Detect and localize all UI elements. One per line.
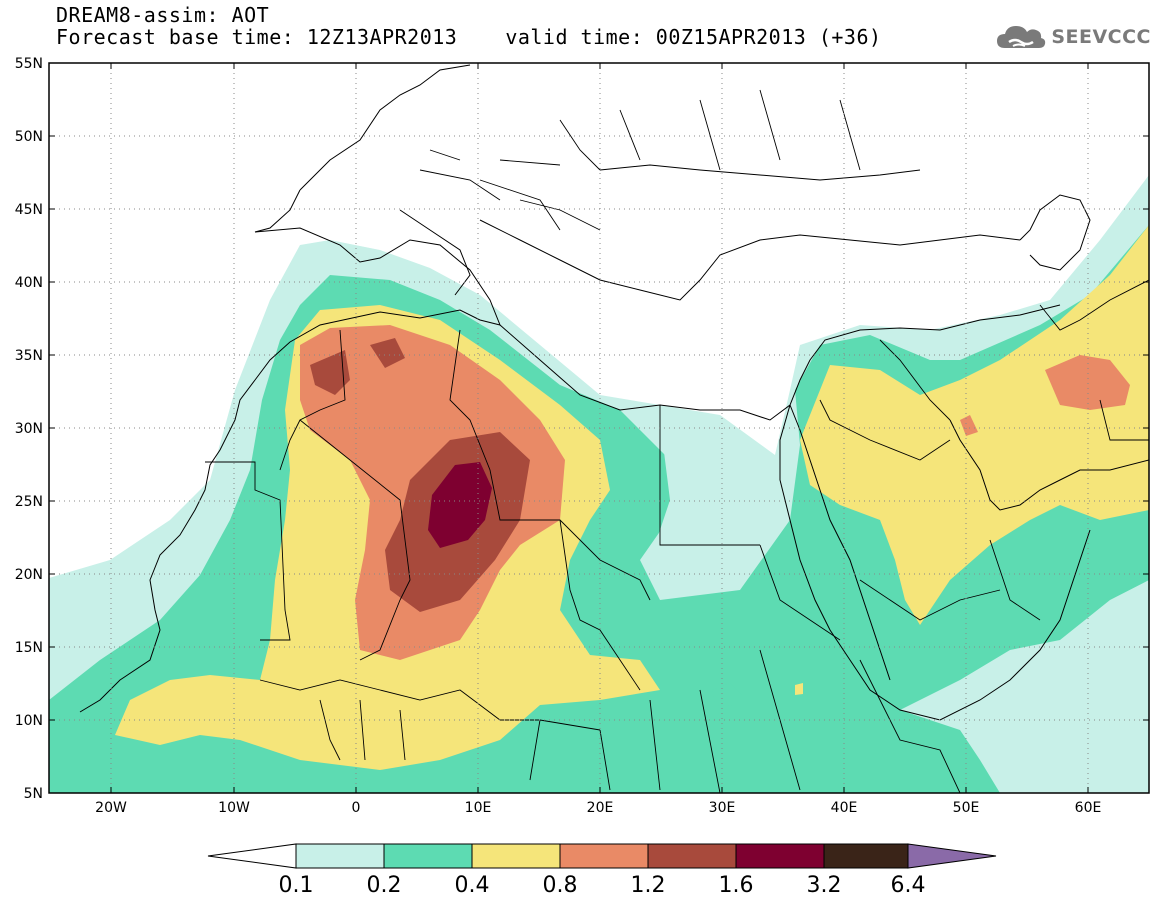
lat-label: 50N [15, 129, 43, 145]
colorbar-label: 1.6 [719, 873, 754, 898]
lat-label: 40N [15, 275, 43, 291]
aot-contour-field [49, 175, 1149, 793]
colorbar-swatch [383, 843, 473, 869]
valid-time: valid time: 00Z15APR2013 (+36) [505, 25, 882, 49]
lon-label: 10W [218, 800, 250, 816]
colorbar-label: 3.2 [807, 873, 842, 898]
colorbar [207, 843, 997, 869]
lon-label: 60E [1075, 800, 1102, 816]
colorbar-label: 1.2 [631, 873, 666, 898]
lat-label: 10N [15, 713, 43, 729]
colorbar-swatch [471, 843, 561, 869]
colorbar-label: 0.8 [543, 873, 578, 898]
lat-label: 35N [15, 348, 43, 364]
colorbar-swatch [735, 843, 825, 869]
colorbar-labels: 0.1 0.2 0.4 0.8 1.2 1.6 3.2 6.4 [279, 873, 926, 898]
lon-label: 0 [352, 800, 361, 816]
colorbar-swatch [647, 843, 737, 869]
colorbar-swatch [295, 843, 385, 869]
colorbar-label: 0.2 [367, 873, 402, 898]
lon-label: 40E [831, 800, 858, 816]
lon-label: 10E [465, 800, 492, 816]
logo-text: SEEVCCC [1051, 26, 1151, 48]
lon-label: 50E [953, 800, 980, 816]
colorbar-label: 6.4 [891, 873, 926, 898]
lat-axis [49, 62, 1149, 794]
lon-label: 20E [587, 800, 614, 816]
lat-label: 5N [24, 786, 43, 802]
colorbar-high-arrow [907, 843, 997, 869]
lat-label: 30N [15, 421, 43, 437]
lon-labels: 20W 10W 0 10E 20E 30E 40E 50E 60E [95, 800, 1101, 816]
colorbar-swatch [559, 843, 649, 869]
lat-lon-grid [49, 63, 1149, 793]
map-title: DREAM8-assim: AOT Forecast base time: 12… [56, 4, 882, 48]
lon-label: 30E [709, 800, 736, 816]
colorbar-label: 0.4 [455, 873, 490, 898]
base-time: Forecast base time: 12Z13APR2013 [56, 25, 458, 49]
lat-label: 45N [15, 202, 43, 218]
title-product: DREAM8-assim: AOT [56, 3, 270, 27]
lat-labels: 55N 50N 45N 40N 35N 30N 25N 20N 15N 10N … [15, 56, 43, 802]
lat-label: 25N [15, 494, 43, 510]
lat-label: 55N [15, 56, 43, 72]
lon-axis [110, 63, 1089, 793]
lon-label: 20W [95, 800, 127, 816]
lat-label: 15N [15, 640, 43, 656]
colorbar-low-arrow [207, 843, 297, 869]
title-times: Forecast base time: 12Z13APR2013 valid ti… [56, 26, 882, 48]
colorbar-label: 0.1 [279, 873, 314, 898]
seevccc-logo: SEEVCCC [995, 22, 1151, 52]
colorbar-swatch [823, 843, 909, 869]
lat-label: 20N [15, 567, 43, 583]
aot-band-1.2 [310, 338, 530, 612]
political-borders [205, 89, 1149, 793]
cloud-logo-icon [997, 26, 1046, 48]
aot-band-1.6 [428, 462, 492, 548]
